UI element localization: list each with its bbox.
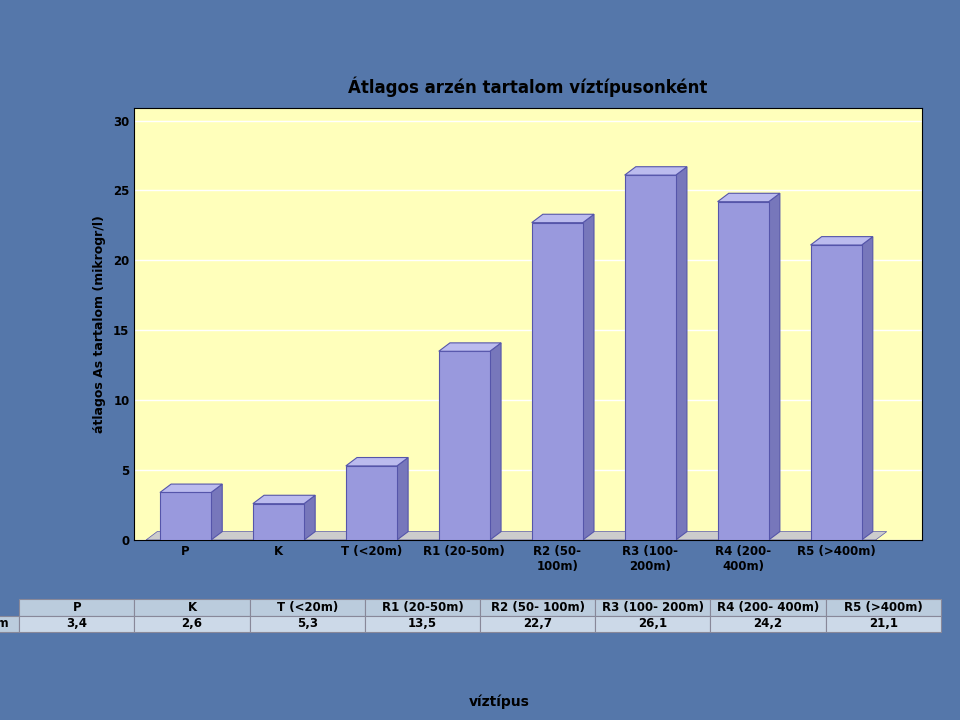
Polygon shape bbox=[160, 492, 211, 540]
Text: víztípus: víztípus bbox=[468, 695, 530, 709]
Polygon shape bbox=[769, 193, 780, 540]
Polygon shape bbox=[717, 202, 769, 540]
Polygon shape bbox=[211, 484, 222, 540]
Polygon shape bbox=[490, 343, 501, 540]
Polygon shape bbox=[532, 215, 594, 222]
Y-axis label: átlagos As tartalom (mikrogr/l): átlagos As tartalom (mikrogr/l) bbox=[93, 215, 107, 433]
Polygon shape bbox=[532, 222, 583, 540]
Polygon shape bbox=[146, 531, 887, 540]
Polygon shape bbox=[583, 215, 594, 540]
Polygon shape bbox=[252, 495, 315, 504]
Polygon shape bbox=[810, 237, 873, 245]
Polygon shape bbox=[862, 237, 873, 540]
Polygon shape bbox=[625, 167, 687, 175]
Polygon shape bbox=[439, 343, 501, 351]
Polygon shape bbox=[439, 351, 490, 540]
Polygon shape bbox=[304, 495, 315, 540]
Polygon shape bbox=[810, 245, 862, 540]
Polygon shape bbox=[625, 175, 676, 540]
Polygon shape bbox=[346, 466, 396, 540]
Polygon shape bbox=[252, 504, 304, 540]
Polygon shape bbox=[346, 457, 408, 466]
Polygon shape bbox=[396, 457, 408, 540]
Polygon shape bbox=[676, 167, 687, 540]
Polygon shape bbox=[160, 484, 222, 492]
Text: Átlagos arzén tartalom víztípusonként: Átlagos arzén tartalom víztípusonként bbox=[348, 76, 708, 96]
Polygon shape bbox=[717, 193, 780, 202]
